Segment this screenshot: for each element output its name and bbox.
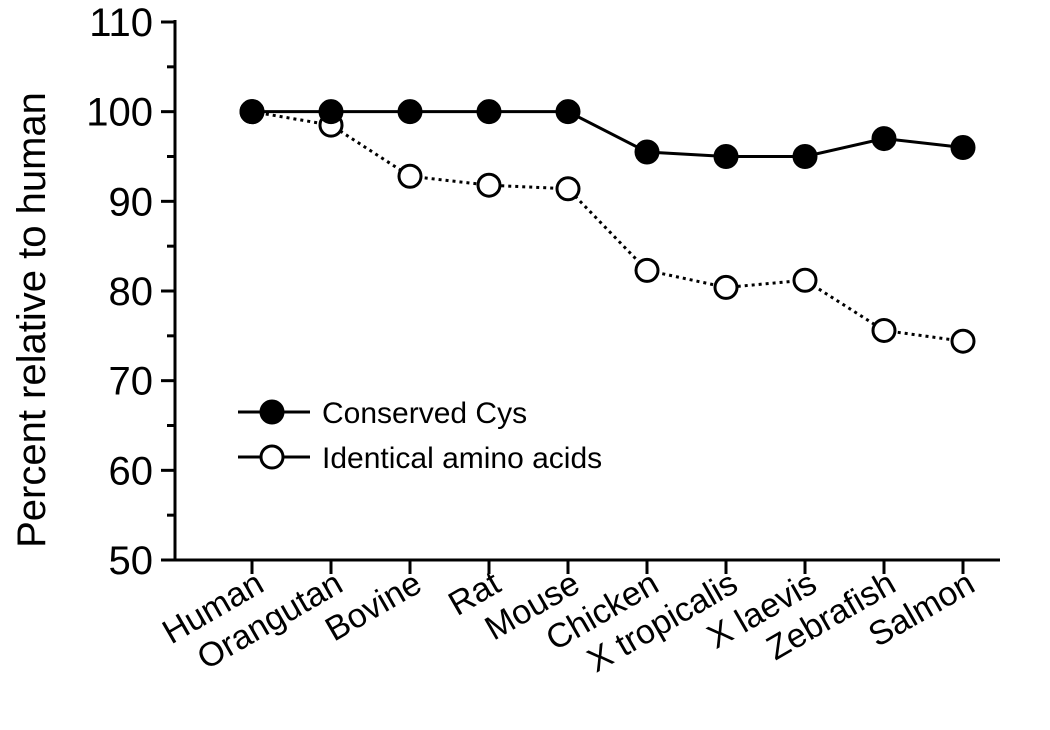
data-point-0-6	[713, 144, 739, 169]
y-tick-label: 100	[86, 91, 153, 135]
data-point-1-2	[397, 163, 423, 189]
data-point-0-9	[950, 135, 976, 161]
y-ticks: 50 60 70 80 90 100 110	[86, 1, 175, 583]
data-point-1-6	[713, 274, 739, 300]
data-point-0-7	[792, 144, 818, 169]
y-tick-label: 50	[109, 539, 154, 583]
data-point-1-4	[555, 176, 581, 202]
data-point-1-7	[792, 267, 818, 293]
data-point-1-3	[476, 172, 502, 198]
legend-label-1: Identical amino acids	[322, 442, 602, 475]
data-point-0-5	[634, 139, 660, 165]
data-point-0-2	[397, 99, 423, 125]
data-point-0-1	[318, 99, 344, 125]
data-point-0-4	[555, 99, 581, 125]
y-tick-label: 110	[89, 1, 153, 45]
legend: Conserved Cys Identical amino acids	[238, 397, 602, 475]
data-point-0-0	[239, 99, 265, 125]
legend-label-0: Conserved Cys	[322, 397, 527, 430]
axes	[173, 20, 1000, 562]
data-point-0-8	[871, 126, 897, 152]
y-tick-label: 90	[109, 180, 154, 224]
series-layer	[239, 99, 976, 354]
data-point-1-8	[871, 317, 897, 343]
legend-marker-1	[259, 444, 285, 470]
data-point-1-5	[634, 257, 660, 283]
series-line-1	[251, 110, 964, 343]
series-line-0	[252, 110, 964, 158]
y-tick-label: 70	[109, 360, 154, 404]
legend-marker-0	[259, 399, 285, 425]
data-point-1-9	[950, 328, 976, 354]
y-tick-label: 60	[109, 449, 154, 493]
y-tick-label: 80	[109, 270, 154, 314]
y-axis-label: Percent relative to human	[10, 92, 54, 548]
data-point-0-3	[476, 99, 502, 125]
